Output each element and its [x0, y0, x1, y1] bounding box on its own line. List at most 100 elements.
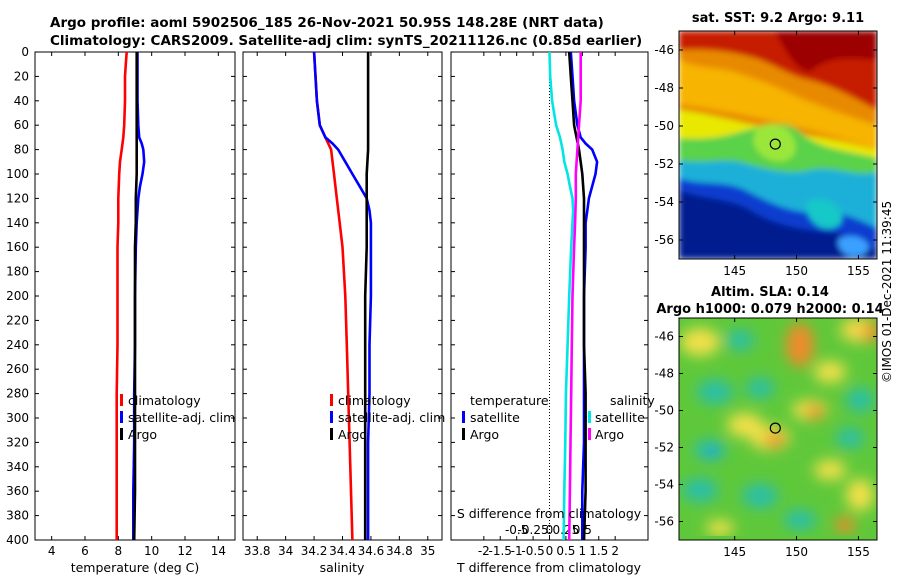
sla-map-frame	[678, 317, 878, 541]
temperature-x-ticks: 4 6 8 10 12 14	[35, 51, 235, 558]
x-tick-label: 6	[81, 544, 89, 558]
map-y-tick-label: -50	[654, 119, 674, 133]
x-tick-label: 1	[579, 544, 587, 558]
depth-tick-label: 200	[6, 289, 29, 303]
difference-top-label: S difference from climatology	[457, 506, 642, 521]
x-tick-label: -2	[478, 544, 490, 558]
diff-legend-swatch-t-argo	[462, 428, 465, 440]
series-s-satellite	[548, 51, 575, 541]
salinity-xlabel: salinity	[320, 560, 365, 575]
depth-tick-label: 140	[6, 216, 29, 230]
x-tick-label: 2	[611, 544, 619, 558]
temperature-legend: climatology satellite-adj. clim Argo	[120, 393, 235, 442]
map-y-tick-label: -54	[654, 478, 674, 492]
salinity-series	[312, 51, 373, 541]
map-x-tick-label: 145	[723, 264, 746, 278]
temperature-xlabel: temperature (deg C)	[71, 560, 200, 575]
x-tick-label: 34.4	[329, 544, 356, 558]
series-argo	[132, 52, 138, 541]
diff-legend-swatch-t-satellite	[462, 411, 465, 423]
depth-tick-label: 180	[6, 265, 29, 279]
difference-panel: -2-1.5-1-0.5 0 0.5 1 1.5 2 -0.5-0.250 0.250.5 …	[450, 51, 655, 575]
sla-map-ticks: 145 150 155 -46 -48 -50 -52 -54 -56	[654, 318, 877, 559]
sst-map: sat. SST: 9.2 Argo: 9.11 145 150 155 -46 -48…	[654, 11, 878, 278]
x-tick-label: -0.5	[521, 544, 544, 558]
map-x-tick-label: 155	[847, 264, 870, 278]
sal-legend-satellite: satellite-adj. clim	[338, 410, 445, 425]
map-y-tick-label: -50	[654, 404, 674, 418]
difference-legend: temperature satellite Argo salinity sate…	[462, 393, 655, 442]
imos-credit: ©IMOS 01-Dec-2021 11:39:45	[880, 201, 894, 383]
argo-location-marker	[769, 138, 781, 150]
map-x-tick-label: 145	[723, 545, 746, 559]
depth-tick-label: 80	[14, 143, 29, 157]
depth-tick-label: 380	[6, 509, 29, 523]
temperature-panel: 4 6 8 10 12 14 temperature (deg C) climatolog…	[34, 51, 236, 575]
map-x-tick-label: 155	[847, 545, 870, 559]
x-tick-label: -1.5	[489, 544, 512, 558]
depth-tick-label: 240	[6, 338, 29, 352]
depth-tick-label: 100	[6, 167, 29, 181]
sla-field	[679, 318, 877, 540]
series-climatology	[115, 51, 128, 540]
diff-legend-swatch-s-argo	[588, 428, 591, 440]
sla-map: Altim. SLA: 0.14 Argo h1000: 0.079 h2000…	[654, 285, 883, 559]
salinity-difference-tick-label: 0.25	[553, 523, 580, 537]
map-x-tick-label: 150	[785, 264, 808, 278]
temp-legend-swatch-satellite	[120, 411, 123, 423]
depth-tick-label: 60	[14, 118, 29, 132]
salinity-panel-frame	[242, 51, 443, 541]
map-y-tick-label: -56	[654, 515, 674, 529]
x-tick-label: 0	[546, 544, 554, 558]
depth-tick-label: 160	[6, 240, 29, 254]
temp-legend-satellite: satellite-adj. clim	[128, 410, 235, 425]
x-tick-label: 0.5	[556, 544, 575, 558]
legend-salinity-title: salinity	[610, 393, 655, 408]
salinity-panel: 33.8 34 34.2 34.4 34.6 34.8 35 salinity climat…	[242, 51, 445, 575]
depth-tick-label: 260	[6, 362, 29, 376]
x-tick-label: 12	[177, 544, 192, 558]
series-satellite-adj-clim	[312, 51, 373, 540]
map-y-tick-label: -54	[654, 195, 674, 209]
diff-legend-t-argo: Argo	[470, 427, 499, 442]
temp-legend-swatch-climatology	[120, 394, 123, 406]
x-tick-label: 14	[211, 544, 226, 558]
sal-legend-swatch-satellite	[330, 411, 333, 423]
map-y-tick-label: -46	[654, 43, 674, 57]
salinity-x-ticks: 33.8 34 34.2 34.4 34.6 34.8 35	[243, 51, 442, 558]
x-tick-label: 34	[278, 544, 293, 558]
map-y-tick-label: -46	[654, 330, 674, 344]
diff-legend-s-satellite: satellite	[595, 410, 645, 425]
depth-tick-label: 320	[6, 435, 29, 449]
depth-tick-label: 0	[21, 45, 29, 59]
series-argo	[363, 52, 370, 540]
map-y-tick-label: -52	[654, 157, 674, 171]
salinity-difference-tick-label: -0.5	[505, 523, 528, 537]
difference-series	[548, 51, 599, 541]
depth-tick-label: 20	[14, 69, 29, 83]
depth-tick-label: 40	[14, 94, 29, 108]
temperature-series	[115, 51, 146, 541]
series-t-argo	[567, 51, 587, 541]
depth-tick-label: 120	[6, 191, 29, 205]
salinity-difference-tick-label: 0	[546, 523, 554, 537]
sst-map-ticks: 145 150 155 -46 -48 -50 -52 -54 -56	[654, 31, 877, 278]
diff-legend-s-argo: Argo	[595, 427, 624, 442]
sst-map-frame	[678, 30, 878, 260]
map-y-tick-label: -52	[654, 441, 674, 455]
argo-location-marker-sla	[769, 422, 781, 434]
salinity-difference-tick-label: -0.25	[518, 523, 549, 537]
temp-legend-swatch-argo	[120, 428, 123, 440]
x-tick-label: 4	[48, 544, 56, 558]
x-tick-label: 33.8	[244, 544, 271, 558]
depth-tick-label: 300	[6, 411, 29, 425]
diff-legend-swatch-s-satellite	[588, 411, 591, 423]
sal-legend-swatch-climatology	[330, 394, 333, 406]
depth-tick-label: 360	[6, 484, 29, 498]
x-tick-label: 34.6	[358, 544, 385, 558]
x-tick-label: 35	[420, 544, 435, 558]
depth-tick-label: 340	[6, 460, 29, 474]
legend-temperature-title: temperature	[470, 393, 549, 408]
figure-title-line2: Climatology: CARS2009. Satellite-adj cli…	[50, 33, 642, 49]
